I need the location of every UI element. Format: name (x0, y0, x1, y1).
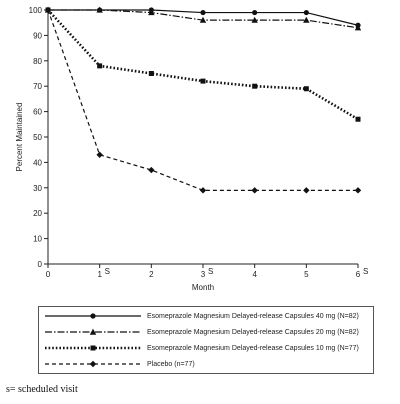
data-point (200, 9, 206, 16)
y-tick-label: 20 (33, 209, 42, 218)
data-point (303, 9, 309, 16)
scheduled-visit-marker: S (105, 267, 110, 276)
y-tick-label: 80 (33, 57, 42, 66)
x-tick-label: 4 (252, 270, 257, 279)
data-point (354, 187, 362, 194)
data-point (200, 78, 206, 84)
data-point (251, 187, 258, 194)
x-tick-label: 0 (46, 270, 51, 279)
legend-swatch-40mg (45, 313, 141, 319)
data-point (148, 166, 155, 174)
data-point (97, 63, 103, 69)
data-point (199, 187, 207, 194)
data-point (303, 187, 310, 194)
data-point (252, 9, 258, 16)
y-tick-label: 50 (33, 133, 42, 142)
scheduled-visit-marker: S (208, 267, 213, 276)
data-point (355, 116, 361, 122)
series-line-10mg (47, 9, 359, 121)
series-placebo (44, 6, 362, 194)
y-tick-label: 10 (33, 235, 42, 244)
legend-label-10mg: Esomeprazole Magnesium Delayed-release C… (147, 345, 359, 352)
y-tick-label: 40 (33, 158, 42, 167)
data-point (148, 9, 155, 16)
legend-label-40mg: Esomeprazole Magnesium Delayed-release C… (147, 313, 359, 320)
y-tick-label: 0 (38, 260, 43, 269)
legend-item-20mg: Esomeprazole Magnesium Delayed-release C… (39, 327, 373, 339)
y-tick-label: 100 (29, 6, 43, 15)
data-point (199, 16, 207, 23)
y-tick-label: 70 (33, 82, 42, 91)
y-tick-label: 60 (33, 108, 42, 117)
y-tick-label: 30 (33, 184, 42, 193)
data-point (148, 71, 154, 76)
x-axis-title: Month (192, 283, 214, 292)
legend-label-placebo: Placebo (n=77) (147, 361, 195, 368)
data-point (96, 151, 103, 158)
x-tick-label: 5 (304, 270, 309, 279)
legend-item-placebo: Placebo (n=77) (39, 359, 373, 371)
data-point (96, 6, 103, 13)
series-line-placebo (47, 9, 358, 191)
legend-swatch-20mg (45, 328, 141, 335)
data-point (44, 6, 52, 14)
data-point (303, 16, 310, 23)
data-point (252, 83, 258, 89)
y-tick-label: 90 (33, 31, 42, 40)
legend-label-20mg: Esomeprazole Magnesium Delayed-release C… (147, 329, 359, 336)
y-axis-title: Percent Maintained (15, 103, 24, 172)
series-10mg (45, 7, 361, 122)
footnote: s= scheduled visit (6, 384, 78, 395)
x-tick-label: 6 (356, 270, 361, 279)
x-tick-label: 2 (149, 270, 154, 279)
data-point (303, 86, 309, 92)
x-tick-label: 1 (97, 270, 102, 279)
x-tick-label: 3 (201, 270, 206, 279)
legend-swatch-placebo (45, 360, 141, 368)
chart-series (44, 6, 362, 194)
legend-item-40mg: Esomeprazole Magnesium Delayed-release C… (39, 311, 373, 323)
legend-swatch-10mg (45, 345, 141, 351)
data-point (354, 24, 362, 31)
legend-item-10mg: Esomeprazole Magnesium Delayed-release C… (39, 343, 373, 355)
data-point (251, 16, 258, 23)
scheduled-visit-marker: S (363, 267, 368, 276)
chart-legend: Esomeprazole Magnesium Delayed-release C… (38, 306, 374, 374)
